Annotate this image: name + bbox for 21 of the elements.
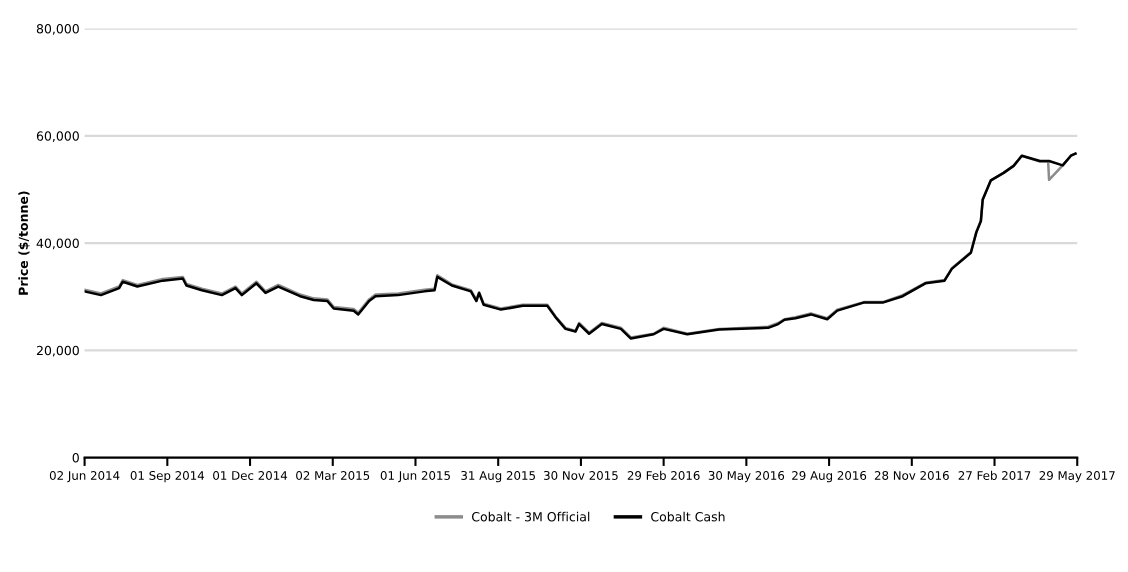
x-tick-label: 01 Sep 2014: [130, 471, 205, 483]
x-tick-label: 01 Jun 2015: [380, 471, 450, 483]
x-tick-label: 02 Jun 2014: [49, 471, 120, 483]
x-tick-label: 29 Aug 2016: [792, 471, 867, 483]
y-tick-label: 80,000: [36, 24, 79, 35]
x-tick-label: 28 Nov 2016: [874, 471, 949, 480]
legend-label: Cobalt - 3M Official: [472, 511, 590, 522]
x-tick-label: 31 Aug 2015: [461, 471, 535, 483]
y-tick-label: 20,000: [36, 345, 79, 357]
x-tick-label: 29 Feb 2016: [627, 470, 700, 480]
x-tick-label: 02 Mar 2015: [296, 471, 370, 480]
y-tick-label: 60,000: [36, 131, 79, 143]
x-tick-label: 29 May 2017: [1039, 471, 1115, 483]
x-tick-label: 01 Dec 2014: [213, 471, 288, 480]
y-axis-title: Price ($/tonne): [18, 191, 30, 295]
legend-label: Cobalt Cash: [651, 511, 725, 522]
x-tick-label: 27 Feb 2017: [958, 470, 1031, 480]
x-tick-label: 30 Nov 2015: [544, 471, 618, 480]
x-tick-label: 30 May 2016: [708, 471, 785, 483]
y-tick-label: 0: [72, 453, 79, 463]
y-tick-label: 40,000: [36, 238, 79, 250]
